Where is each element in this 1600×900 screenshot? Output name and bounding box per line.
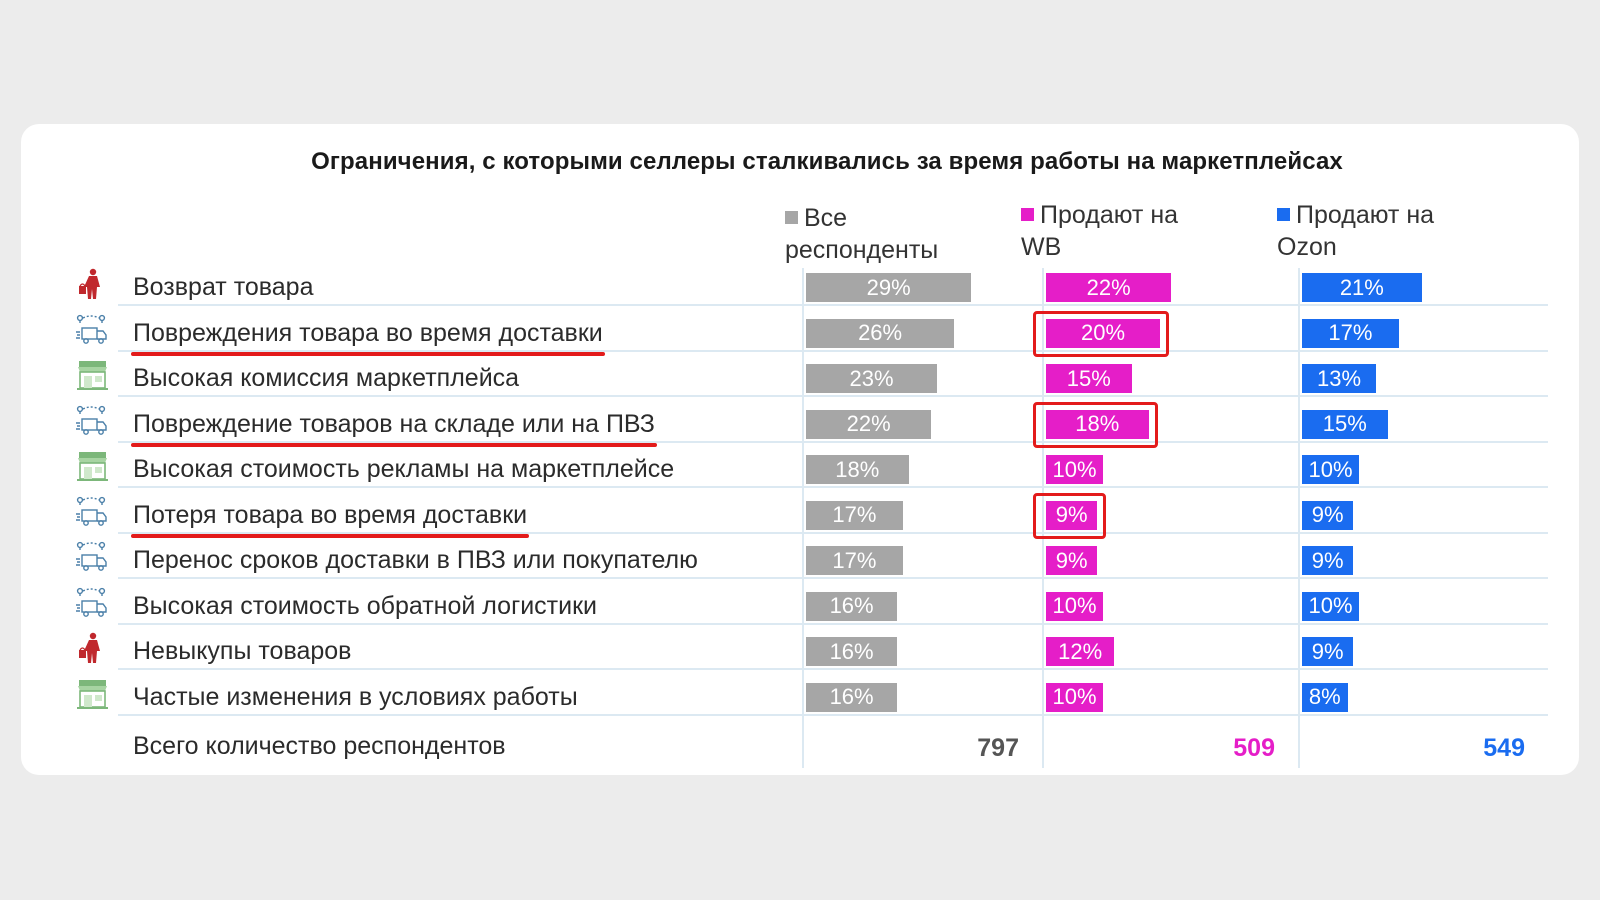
bar-wb: 10% bbox=[1046, 455, 1103, 484]
legend-wb: Продают на WB bbox=[1021, 199, 1178, 263]
delivery-truck-icon bbox=[74, 313, 110, 347]
category-label: Высокая стоимость обратной логистики bbox=[133, 591, 597, 620]
bar-all: 22% bbox=[806, 409, 932, 439]
bar-ozon: 15% bbox=[1302, 409, 1388, 439]
bar-all: 29% bbox=[806, 273, 972, 302]
bar-all: 23% bbox=[806, 364, 938, 393]
wb-highlight-box bbox=[1033, 401, 1158, 448]
bar-wb: 10% bbox=[1046, 591, 1103, 621]
column-separator bbox=[1042, 268, 1044, 768]
legend-swatch-wb bbox=[1021, 208, 1034, 221]
row-separator bbox=[118, 349, 1548, 352]
row-separator bbox=[118, 577, 1548, 579]
bar-all: 16% bbox=[806, 682, 898, 712]
bar-wb: 12% bbox=[1046, 637, 1115, 666]
column-separator bbox=[802, 268, 804, 768]
row-separator bbox=[118, 304, 1548, 306]
bar-wb: 15% bbox=[1046, 364, 1132, 393]
bar-all: 16% bbox=[806, 637, 898, 666]
legend-label-wb: Продают на WB bbox=[1021, 201, 1179, 261]
bar-all: 17% bbox=[806, 500, 903, 530]
category-label: Невыкупы товаров bbox=[133, 637, 352, 665]
storefront-icon bbox=[74, 677, 110, 711]
legend-label-all: Все респонденты bbox=[785, 204, 939, 264]
total-wb: 509 bbox=[1233, 734, 1275, 762]
column-separator bbox=[1298, 268, 1300, 768]
category-label: Частые изменения в условиях работы bbox=[133, 682, 578, 711]
row-separator bbox=[118, 395, 1548, 397]
red-underline bbox=[131, 533, 530, 538]
category-label: Высокая стоимость рекламы на маркетплейс… bbox=[133, 455, 675, 483]
total-ozon: 549 bbox=[1483, 734, 1525, 762]
wb-highlight-box bbox=[1033, 492, 1107, 539]
delivery-truck-icon bbox=[74, 404, 110, 438]
bar-all: 18% bbox=[806, 455, 909, 484]
delivery-truck-icon bbox=[74, 495, 110, 529]
category-label: Перенос сроков доставки в ПВЗ или покупа… bbox=[133, 546, 698, 574]
bar-ozon: 9% bbox=[1302, 546, 1354, 575]
bar-wb: 10% bbox=[1046, 682, 1103, 712]
legend-all-respondents: Все респонденты bbox=[785, 202, 938, 266]
row-separator bbox=[118, 440, 1548, 443]
delivery-truck-icon bbox=[74, 540, 110, 574]
red-underline bbox=[131, 442, 657, 447]
legend-label-ozon: Продают на Ozon bbox=[1277, 201, 1435, 261]
bar-ozon: 10% bbox=[1302, 455, 1359, 484]
person-bag-icon bbox=[74, 267, 110, 301]
bar-wb: 18% bbox=[1046, 409, 1149, 439]
category-label: Повреждения товара во время доставки bbox=[133, 318, 603, 347]
legend-swatch-ozon bbox=[1277, 208, 1290, 221]
bar-wb: 20% bbox=[1046, 318, 1160, 348]
bar-all: 16% bbox=[806, 591, 898, 621]
total-all: 797 bbox=[977, 734, 1019, 762]
row-separator bbox=[118, 486, 1548, 488]
row-separator bbox=[118, 622, 1548, 625]
total-respondents-label: Всего количество респондентов bbox=[133, 732, 506, 760]
bar-ozon: 10% bbox=[1302, 591, 1359, 621]
bar-ozon: 8% bbox=[1302, 682, 1348, 712]
category-label: Возврат товара bbox=[133, 273, 314, 301]
bar-ozon: 9% bbox=[1302, 500, 1354, 530]
bar-wb: 9% bbox=[1046, 546, 1098, 575]
bar-wb: 22% bbox=[1046, 273, 1172, 302]
storefront-icon bbox=[74, 358, 110, 392]
category-label: Повреждение товаров на складе или на ПВЗ bbox=[133, 409, 655, 438]
red-underline bbox=[131, 351, 605, 356]
legend-swatch-all bbox=[785, 211, 798, 224]
bar-all: 26% bbox=[806, 318, 955, 348]
bar-ozon: 17% bbox=[1302, 318, 1399, 348]
bar-ozon: 21% bbox=[1302, 273, 1422, 302]
category-label: Потеря товара во время доставки bbox=[133, 500, 528, 529]
chart-title: Ограничения, с которыми селлеры сталкива… bbox=[311, 148, 1343, 175]
bar-all: 17% bbox=[806, 546, 903, 575]
row-separator bbox=[118, 714, 1548, 716]
legend-ozon: Продают на Ozon bbox=[1277, 199, 1434, 263]
bar-ozon: 13% bbox=[1302, 364, 1377, 393]
person-bag-icon bbox=[74, 631, 110, 665]
category-label: Высокая комиссия маркетплейса bbox=[133, 364, 520, 392]
row-separator bbox=[118, 668, 1548, 670]
bar-ozon: 9% bbox=[1302, 637, 1354, 666]
storefront-icon bbox=[74, 449, 110, 483]
chart-card bbox=[21, 124, 1579, 775]
delivery-truck-icon bbox=[74, 586, 110, 620]
bar-wb: 9% bbox=[1046, 500, 1098, 530]
row-separator bbox=[118, 531, 1548, 534]
wb-highlight-box bbox=[1033, 310, 1169, 357]
